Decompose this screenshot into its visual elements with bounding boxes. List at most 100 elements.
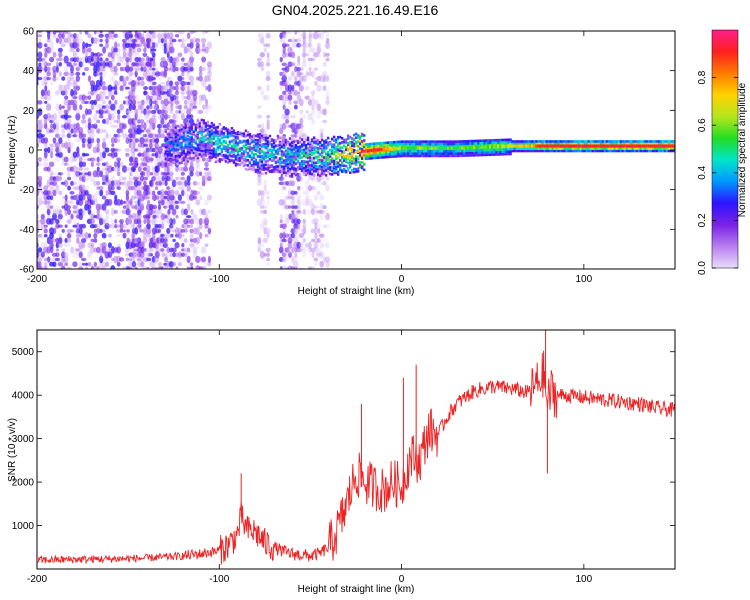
spectrogram-cell: [186, 60, 191, 68]
spectrogram-cell: [169, 85, 174, 92]
spectrogram-cell: [122, 180, 127, 186]
spectrogram-cell: [149, 143, 154, 148]
spectrogram-cell: [507, 147, 510, 151]
spectrogram-cell: [81, 62, 87, 67]
spectrogram-cell: [317, 247, 321, 253]
spectrogram-cell: [134, 237, 140, 243]
spectrogram-cell: [419, 149, 422, 153]
spectrogram-cell: [134, 170, 140, 178]
spectrogram-cell: [427, 154, 430, 158]
spectrogram-cell: [361, 157, 364, 160]
spectrogram-cell: [170, 132, 173, 136]
spectrogram-cell: [282, 36, 286, 45]
spectrogram-cell: [43, 228, 48, 234]
spectrogram-cell: [517, 144, 519, 148]
spectrogram-cell: [108, 113, 112, 121]
spectrogram-cell: [151, 67, 156, 71]
spectrogram-cell: [310, 203, 316, 211]
spectrogram-cell: [336, 142, 340, 146]
spectrogram-cell: [49, 143, 54, 147]
spectrogram-cell: [113, 80, 118, 87]
spectrogram-cell: [98, 114, 104, 119]
spectrogram-cell: [113, 165, 119, 173]
spectrogram-cell: [256, 165, 260, 169]
spectrogram-cell: [216, 137, 220, 140]
spectrogram-cell: [52, 51, 57, 58]
spectrogram-cell: [168, 76, 174, 81]
spectrogram-cell: [457, 149, 460, 153]
spectrogram-cell: [517, 140, 520, 143]
spectrogram-cell: [293, 100, 299, 105]
spectrogram-cell: [186, 157, 189, 160]
spectrogram-cell: [177, 194, 183, 201]
spectrogram-cell: [89, 80, 96, 87]
spectrogram-cell: [149, 80, 154, 87]
spectrogram-cell: [308, 149, 312, 153]
spectrogram-cell: [357, 157, 360, 161]
spectrogram-cell: [415, 149, 418, 153]
spectrogram-cell: [403, 140, 406, 143]
spectrogram-cell: [415, 154, 418, 158]
spectrogram-cell: [270, 169, 274, 172]
spectrogram-cell: [459, 154, 462, 158]
spectrogram-cell: [336, 148, 340, 151]
spectrogram-cell: [313, 257, 319, 262]
spectrogram-cell: [645, 149, 649, 153]
spectrogram-cell: [113, 52, 119, 57]
spectrogram-cell: [84, 108, 89, 116]
spectrogram-cell: [334, 145, 338, 149]
spectrogram-cell: [316, 155, 320, 159]
spectrogram-cell: [298, 136, 302, 140]
spectrogram-cell: [595, 142, 599, 146]
spectrogram-cell: [338, 166, 342, 169]
spectrogram-cell: [189, 171, 194, 177]
spectrogram-cell: [110, 208, 115, 216]
spectrogram-cell: [46, 38, 51, 43]
spectrogram-cell: [441, 149, 444, 153]
spectrogram-cell: [306, 169, 310, 172]
spectrogram-cell: [304, 242, 310, 248]
spectrogram-cell: [448, 146, 451, 150]
spectrogram-cell: [176, 162, 179, 166]
spectrogram-cell: [250, 152, 254, 155]
spectrogram-cell: [117, 113, 121, 120]
spectrogram-cell: [501, 144, 503, 148]
spectrogram-cell: [348, 146, 352, 149]
spectrogram-cell: [308, 159, 312, 163]
spectrogram-cell: [491, 145, 493, 149]
spectrogram-cell: [82, 41, 86, 50]
spectrogram-cell: [148, 189, 154, 197]
spectrogram-cell: [266, 159, 270, 163]
spectrogram-cell: [355, 170, 358, 173]
spectrogram-cell: [119, 128, 124, 134]
spectrogram-cell: [300, 160, 304, 163]
spectrogram-cell: [57, 151, 63, 158]
spectrogram-cell: [475, 149, 478, 152]
spectrogram-cell: [623, 140, 627, 143]
spectrogram-cell: [263, 47, 267, 53]
spectrogram-cell: [232, 138, 236, 142]
spectrogram-cell: [308, 31, 312, 34]
spectrogram-cell: [288, 167, 292, 171]
spectrogram-cell: [226, 128, 230, 132]
spectrogram-cell: [52, 227, 57, 235]
spectrogram-cell: [324, 139, 328, 142]
spectrogram-cell: [489, 148, 492, 152]
spectrogram-cell: [509, 152, 512, 156]
spectrogram-cell: [248, 136, 252, 139]
spectrogram-cell: [480, 145, 483, 149]
spectrogram-cell: [325, 41, 330, 50]
spectrogram-cell: [151, 32, 158, 39]
spectrogram-cell: [507, 143, 510, 146]
spectrogram-cell: [322, 85, 327, 92]
spectrogram-cell: [96, 103, 101, 111]
spectrogram-cell: [99, 161, 104, 167]
spectrogram-cell: [145, 156, 151, 163]
spectrogram-cell: [129, 266, 133, 269]
spectrogram-cell: [37, 222, 40, 230]
spectrogram-cell: [131, 231, 136, 240]
spectrogram-cell: [202, 139, 206, 143]
spectrogram-cell: [397, 145, 400, 148]
spectrogram-cell: [66, 218, 72, 224]
spectrogram-cell: [388, 147, 391, 151]
